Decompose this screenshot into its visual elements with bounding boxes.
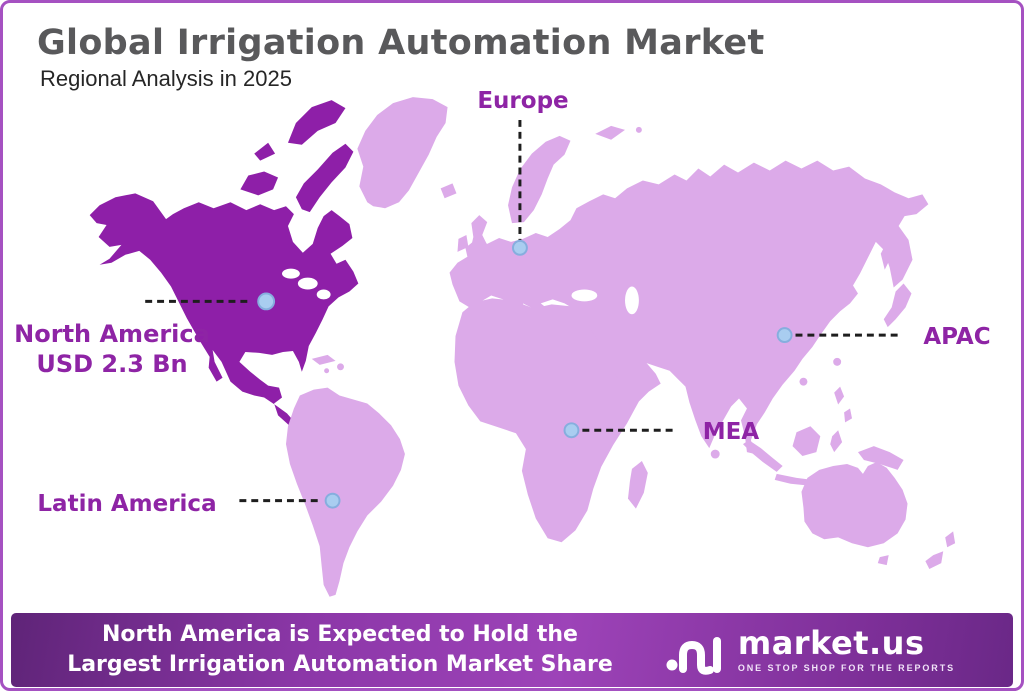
label-north-america-name: North America bbox=[14, 320, 210, 348]
island-new-zealand-north bbox=[945, 531, 956, 548]
brand-logo: market.us ONE STOP SHOP FOR THE REPORTS bbox=[664, 624, 955, 676]
island-iceland bbox=[440, 183, 457, 199]
footer-headline-line2: Largest Irrigation Automation Market Sha… bbox=[67, 652, 613, 677]
marker-europe bbox=[511, 239, 528, 256]
region-arctic-island-4 bbox=[254, 142, 276, 161]
island-cuba bbox=[311, 354, 336, 365]
continent-greenland bbox=[357, 97, 448, 209]
brand-tagline: ONE STOP SHOP FOR THE REPORTS bbox=[737, 663, 955, 673]
island-java bbox=[774, 473, 813, 486]
brand-logo-icon bbox=[666, 637, 721, 675]
continent-south-america bbox=[285, 387, 405, 597]
page-subtitle: Regional Analysis in 2025 bbox=[40, 66, 292, 91]
continent-eurasia bbox=[449, 160, 929, 455]
island-hispaniola bbox=[337, 363, 344, 371]
island-new-zealand-south bbox=[925, 551, 944, 570]
island-philippines-1 bbox=[834, 386, 845, 405]
region-arctic-island-2 bbox=[295, 143, 354, 213]
continent-australia bbox=[801, 461, 908, 548]
label-latin-america: Latin America bbox=[37, 491, 217, 517]
great-lake-2 bbox=[297, 277, 318, 290]
island-sumatra bbox=[742, 440, 783, 472]
island-arctic-small bbox=[635, 126, 642, 133]
island-taiwan bbox=[833, 357, 842, 366]
island-great-britain bbox=[470, 215, 489, 256]
island-jamaica bbox=[324, 368, 330, 374]
island-ireland bbox=[457, 234, 469, 252]
baltic-sea bbox=[535, 212, 551, 234]
island-svalbard bbox=[595, 125, 626, 140]
footer-banner: North America is Expected to Hold the La… bbox=[11, 613, 1013, 687]
island-borneo bbox=[792, 426, 821, 457]
island-philippines-2 bbox=[844, 408, 853, 423]
label-apac: APAC bbox=[923, 324, 991, 350]
footer-headline: North America is Expected to Hold the La… bbox=[55, 620, 625, 679]
island-hainan bbox=[799, 377, 808, 386]
island-madagascar bbox=[627, 460, 648, 509]
island-sri-lanka bbox=[710, 449, 720, 459]
black-sea bbox=[571, 289, 598, 302]
great-lake-1 bbox=[282, 268, 300, 279]
island-new-guinea bbox=[857, 446, 904, 470]
page-title: Global Irrigation Automation Market bbox=[37, 23, 765, 63]
footer-headline-line1: North America is Expected to Hold the bbox=[102, 622, 578, 648]
island-sulawesi bbox=[830, 430, 843, 453]
region-north-america-shape bbox=[89, 193, 359, 432]
marker-latin-america bbox=[324, 492, 341, 509]
marker-mea bbox=[563, 422, 580, 439]
marker-apac bbox=[776, 327, 793, 344]
label-mea: MEA bbox=[702, 419, 760, 445]
great-lake-3 bbox=[316, 289, 331, 300]
brand-text: market.us ONE STOP SHOP FOR THE REPORTS bbox=[738, 627, 955, 673]
label-north-america: North America USD 2.3 Bn bbox=[9, 319, 215, 379]
island-japan bbox=[883, 283, 912, 328]
marker-north-america bbox=[257, 292, 276, 311]
region-arctic-island-1 bbox=[240, 171, 279, 196]
world-map bbox=[89, 97, 956, 597]
brand-name: market.us bbox=[737, 624, 925, 662]
island-tasmania bbox=[877, 555, 889, 566]
caspian-sea bbox=[625, 286, 639, 315]
label-north-america-value: USD 2.3 Bn bbox=[36, 350, 188, 378]
label-europe: Europe bbox=[477, 88, 569, 114]
region-arctic-island-3 bbox=[287, 100, 346, 145]
region-scandinavia bbox=[508, 135, 571, 224]
